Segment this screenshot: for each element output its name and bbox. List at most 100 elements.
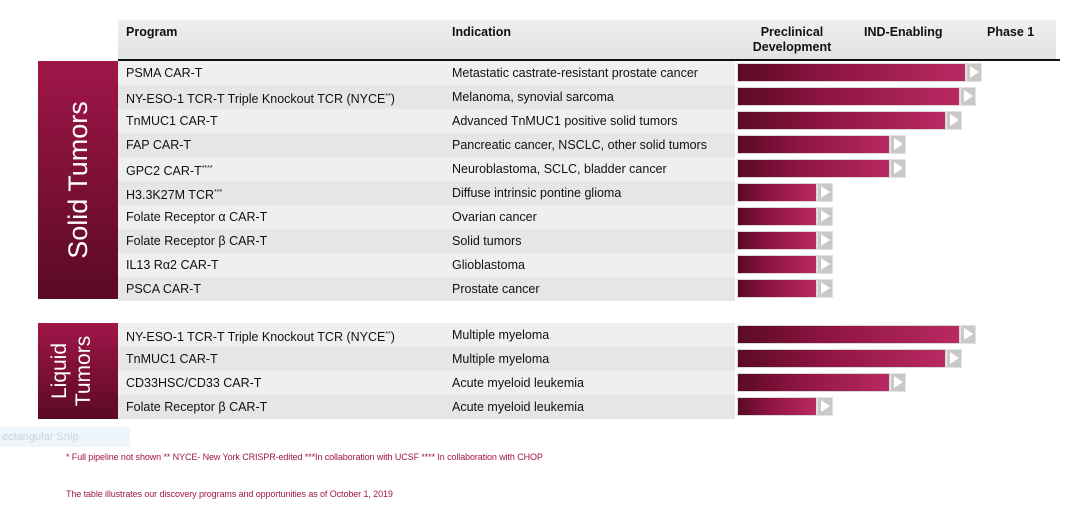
progress-arrow-icon (817, 183, 833, 202)
indication-cell: Neuroblastoma, SCLC, bladder cancer (452, 162, 667, 176)
progress-bar (737, 255, 817, 274)
program-name: FAP CAR-T (126, 138, 192, 152)
progress-bar (737, 397, 817, 416)
program-cell: H3.3K27M TCR*** (126, 181, 222, 207)
table-row (118, 347, 735, 371)
indication-cell: Glioblastoma (452, 258, 525, 272)
table-row (118, 371, 735, 395)
program-cell: PSCA CAR-T (126, 277, 201, 301)
indication-cell: Multiple myeloma (452, 328, 550, 342)
column-header-indication: Indication (452, 25, 512, 39)
progress-bar (737, 87, 960, 106)
program-name: NY-ESO-1 TCR-T Triple Knockout TCR (NYCE (126, 330, 386, 344)
footnote-marker: ** (385, 331, 391, 338)
program-cell: Folate Receptor β CAR-T (126, 229, 267, 253)
program-name: IL13 Rα2 CAR-T (126, 258, 219, 272)
program-name: TnMUC1 CAR-T (126, 352, 218, 366)
table-row (118, 133, 735, 157)
table-row (118, 323, 735, 347)
liquid-label-line2: Tumors (72, 335, 95, 407)
indication-cell: Solid tumors (452, 234, 522, 248)
program-cell: NY-ESO-1 TCR-T Triple Knockout TCR (NYCE… (126, 323, 395, 349)
progress-arrow-icon (817, 255, 833, 274)
indication-cell: Diffuse intrinsic pontine glioma (452, 186, 622, 200)
program-name: Folate Receptor β CAR-T (126, 234, 268, 248)
program-cell: FAP CAR-T (126, 133, 191, 157)
header-divider (118, 59, 1060, 61)
program-cell: IL13 Rα2 CAR-T (126, 253, 219, 277)
table-row (118, 229, 735, 253)
progress-bar (737, 349, 946, 368)
indication-cell: Advanced TnMUC1 positive solid tumors (452, 114, 678, 128)
table-header (118, 20, 1056, 59)
indication-cell: Acute myeloid leukemia (452, 400, 585, 414)
snip-overlay: ectangular Snip (0, 427, 130, 447)
program-name: Folate Receptor α CAR-T (126, 210, 268, 224)
footnote-line2: The table illustrates our discovery prog… (66, 489, 393, 499)
column-header-ind-enabling: IND-Enabling (864, 25, 943, 39)
table-row (118, 181, 735, 205)
table-row (118, 85, 735, 109)
program-cell: CD33HSC/CD33 CAR-T (126, 371, 261, 395)
progress-arrow-icon (817, 231, 833, 250)
program-cell: TnMUC1 CAR-T (126, 109, 218, 133)
indication-cell: Pancreatic cancer, NSCLC, other solid tu… (452, 138, 707, 152)
program-cell: NY-ESO-1 TCR-T Triple Knockout TCR (NYCE… (126, 85, 395, 111)
progress-arrow-icon (890, 135, 906, 154)
section-solid-tumors-label: Solid Tumors (63, 101, 93, 259)
indication-cell: Melanoma, synovial sarcoma (452, 90, 614, 104)
progress-arrow-icon (960, 87, 976, 106)
progress-arrow-icon (890, 373, 906, 392)
progress-bar (737, 325, 960, 344)
liquid-label-line1: Liquid (48, 342, 71, 400)
program-name: NY-ESO-1 TCR-T Triple Knockout TCR (NYCE (126, 92, 386, 106)
program-cell: TnMUC1 CAR-T (126, 347, 218, 371)
program-cell: Folate Receptor α CAR-T (126, 205, 267, 229)
program-name-suffix: ) (390, 92, 395, 106)
section-solid-tumors: Solid Tumors (38, 61, 118, 299)
column-header-program: Program (126, 25, 178, 39)
progress-arrow-icon (946, 349, 962, 368)
progress-arrow-icon (960, 325, 976, 344)
progress-arrow-icon (817, 397, 833, 416)
program-name: Folate Receptor β CAR-T (126, 400, 268, 414)
table-row (118, 253, 735, 277)
indication-cell: Acute myeloid leukemia (452, 376, 585, 390)
table-row (118, 205, 735, 229)
program-cell: PSMA CAR-T (126, 61, 202, 85)
program-name: H3.3K27M TCR (126, 188, 214, 202)
program-name: GPC2 CAR-T (126, 164, 202, 178)
indication-cell: Prostate cancer (452, 282, 540, 296)
progress-arrow-icon (817, 207, 833, 226)
program-name-suffix: ) (390, 330, 395, 344)
program-cell: Folate Receptor β CAR-T (126, 395, 267, 419)
table-row (118, 61, 735, 85)
progress-arrow-icon (946, 111, 962, 130)
footnote-marker: *** (214, 189, 223, 196)
progress-bar (737, 373, 890, 392)
progress-bar (737, 159, 890, 178)
program-cell: GPC2 CAR-T**** (126, 157, 213, 183)
progress-arrow-icon (817, 279, 833, 298)
section-liquid-tumors-label: Liquid Tumors (48, 323, 108, 419)
indication-cell: Ovarian cancer (452, 210, 537, 224)
table-row (118, 395, 735, 419)
progress-bar (737, 135, 890, 154)
program-name: TnMUC1 CAR-T (126, 114, 218, 128)
table-row (118, 277, 735, 301)
table-row (118, 157, 735, 181)
program-name: PSMA CAR-T (126, 66, 203, 80)
indication-cell: Metastatic castrate-resistant prostate c… (452, 66, 698, 80)
table-row (118, 109, 735, 133)
progress-bar (737, 207, 817, 226)
progress-bar (737, 183, 817, 202)
footnote-marker: **** (201, 165, 213, 172)
progress-bar (737, 111, 946, 130)
column-header-phase1: Phase 1 (987, 25, 1035, 39)
footnote-line1: * Full pipeline not shown ** NYCE- New Y… (66, 452, 543, 462)
progress-arrow-icon (966, 63, 982, 82)
progress-bar (737, 279, 817, 298)
progress-bar (737, 231, 817, 250)
indication-cell: Multiple myeloma (452, 352, 550, 366)
progress-bar (737, 63, 966, 82)
